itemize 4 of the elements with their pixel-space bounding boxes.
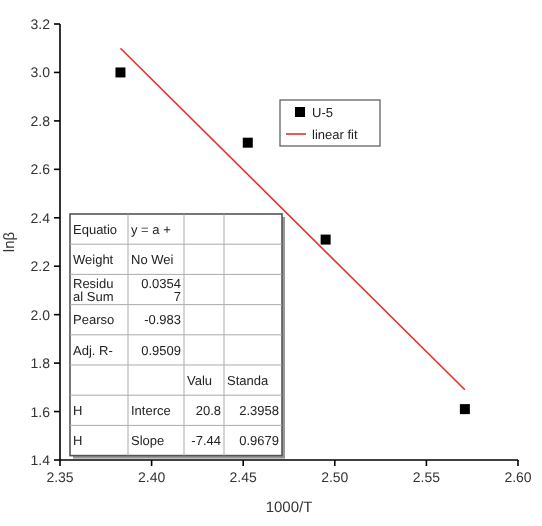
point [115, 67, 126, 78]
point [242, 137, 253, 148]
point [459, 404, 470, 415]
point [320, 234, 331, 245]
